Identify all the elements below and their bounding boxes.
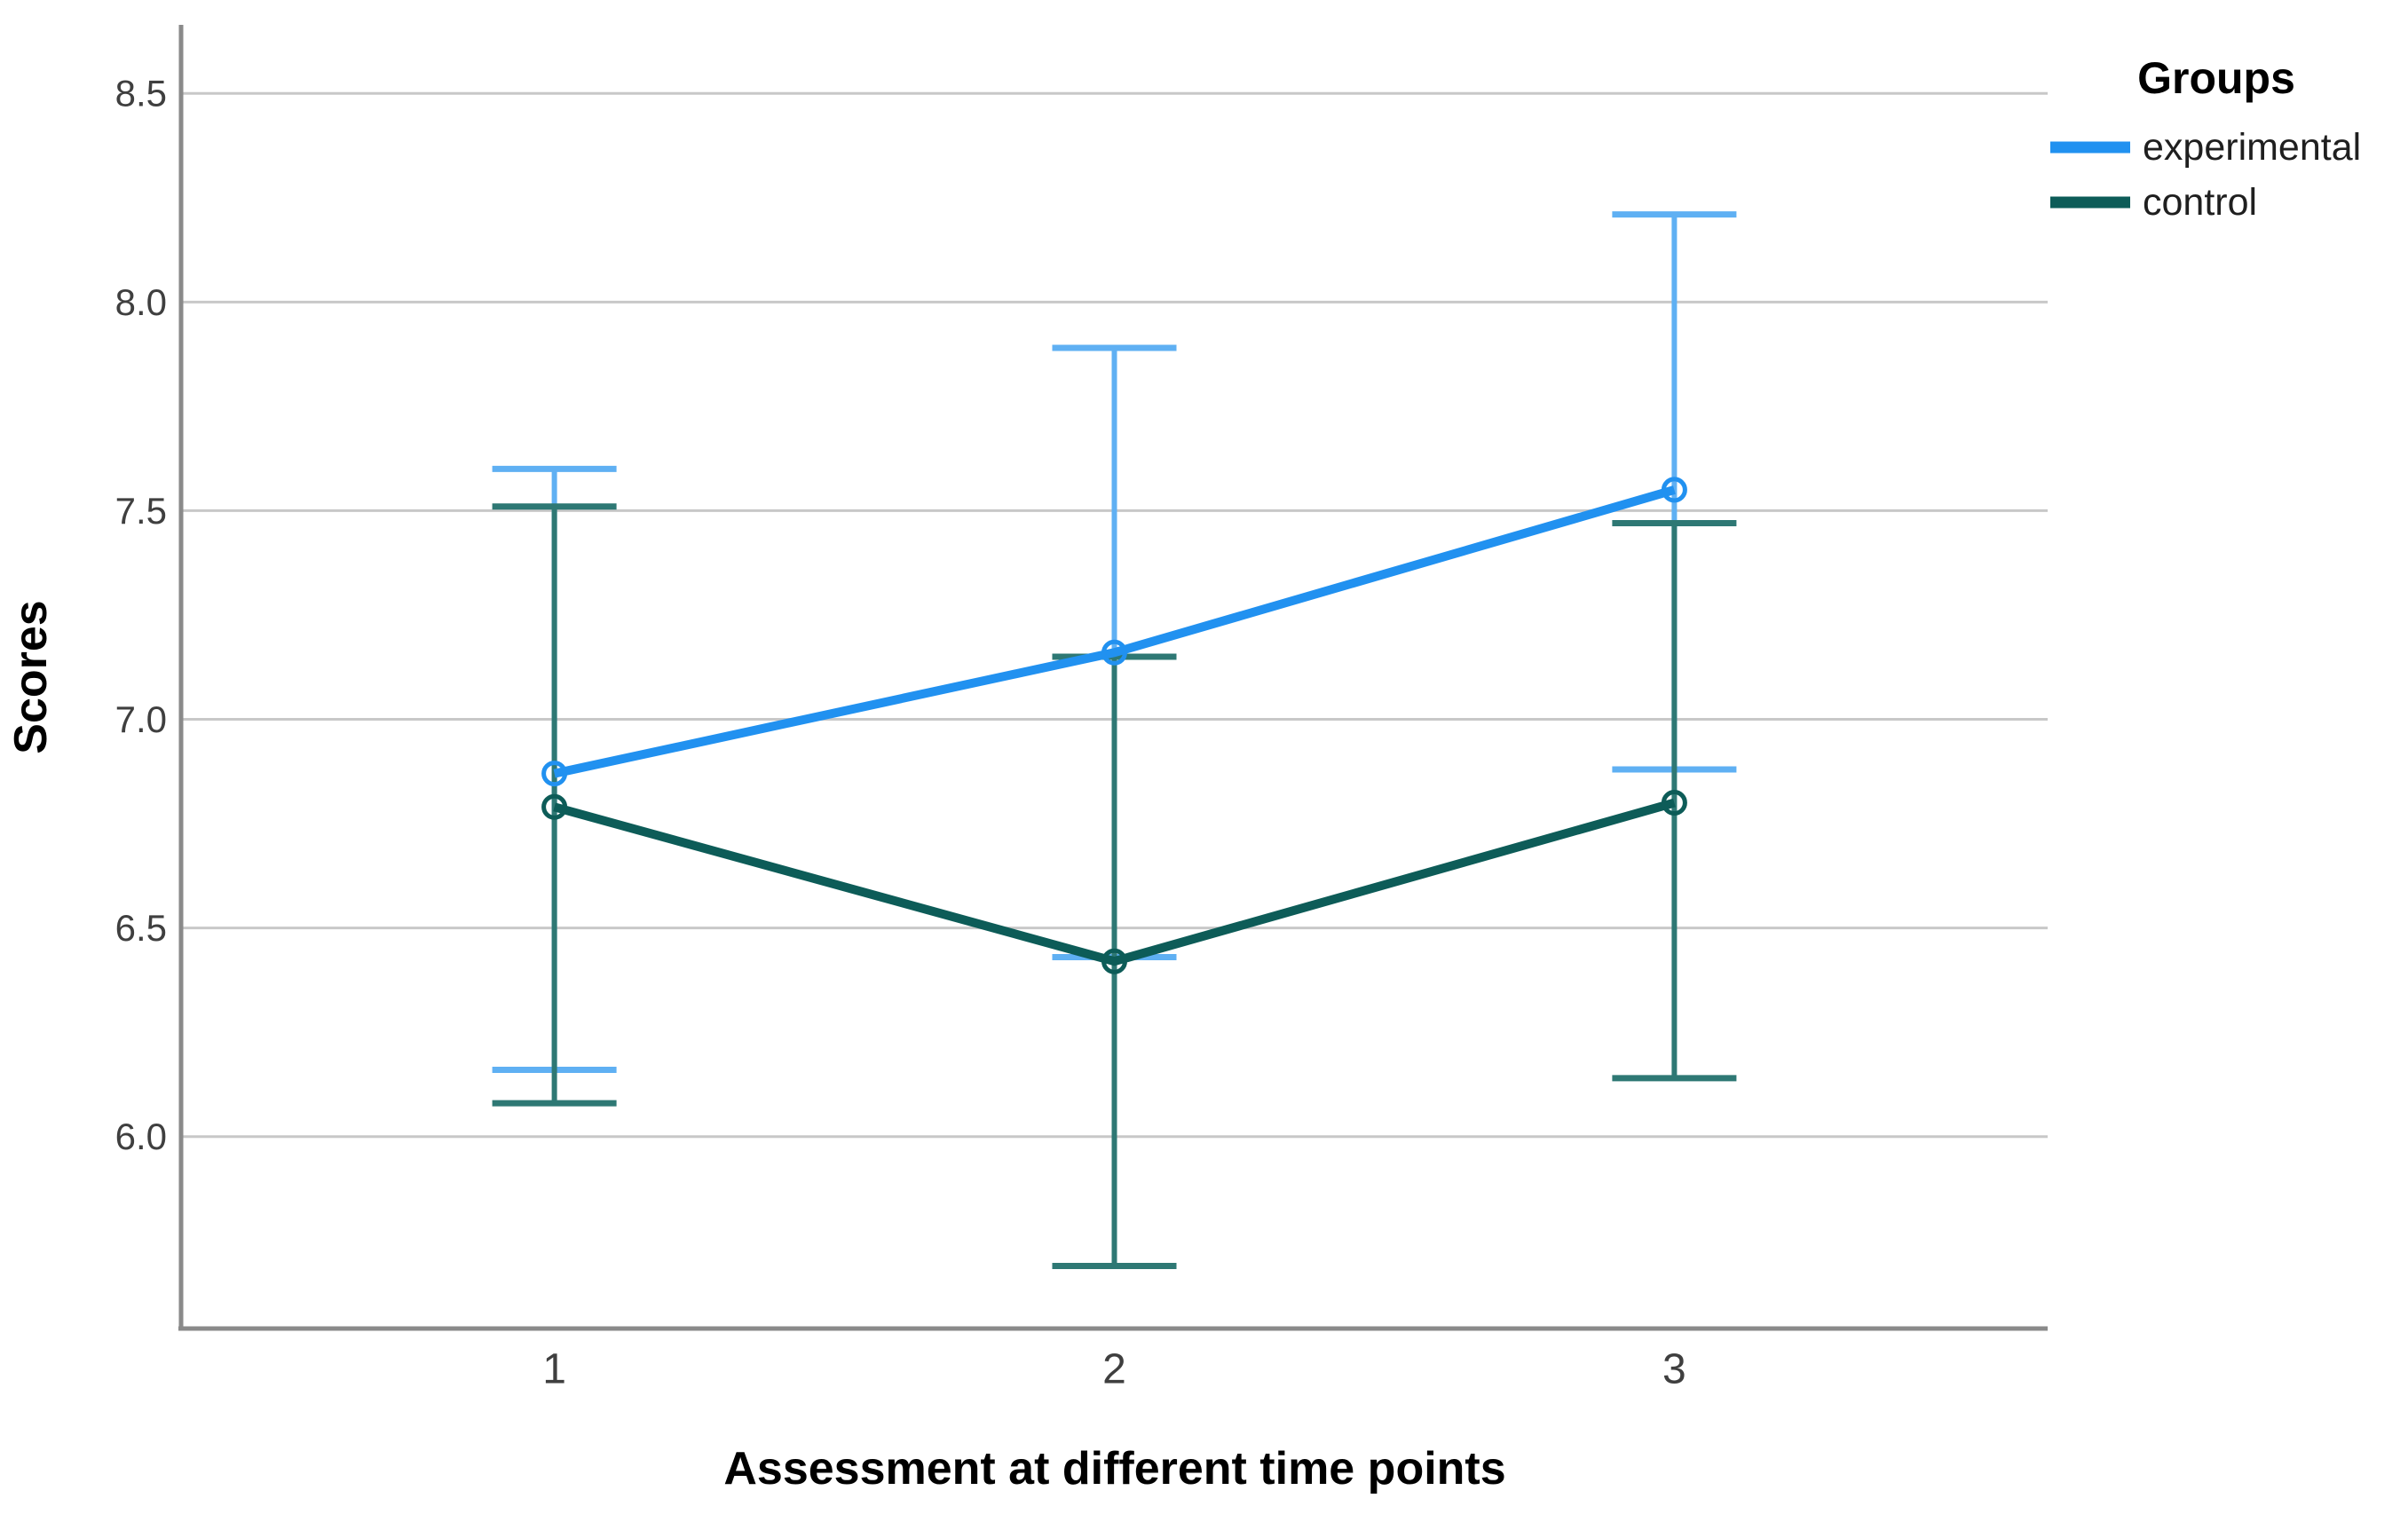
legend-item-label-experimental: experimental bbox=[2143, 126, 2361, 169]
y-tick-label: 7.5 bbox=[115, 490, 167, 532]
y-tick-label: 7.0 bbox=[115, 698, 167, 740]
data-point-marker-experimental bbox=[541, 761, 568, 787]
x-axis-tick-labels: 1 2 3 bbox=[542, 1346, 1686, 1393]
y-axis-tick-labels: 8.5 8.0 7.5 7.0 6.5 6.0 bbox=[115, 73, 167, 1157]
series-line-experimental bbox=[553, 485, 1676, 778]
data-point-marker-control bbox=[1661, 790, 1687, 816]
series-layer bbox=[492, 211, 1737, 1269]
legend-item-label-control: control bbox=[2143, 181, 2257, 224]
x-tick-label: 2 bbox=[1102, 1346, 1126, 1393]
y-tick-label: 6.5 bbox=[115, 907, 167, 949]
y-tick-label: 8.5 bbox=[115, 73, 167, 114]
data-point-marker-experimental bbox=[1101, 639, 1127, 666]
data-point-marker-control bbox=[1101, 948, 1127, 974]
legend-title: Groups bbox=[2137, 53, 2295, 103]
data-point-marker-control bbox=[541, 793, 568, 820]
legend: Groups experimental control bbox=[2050, 53, 2361, 224]
series-line-control bbox=[553, 798, 1676, 966]
x-axis-title: Assessment at different time points bbox=[723, 1443, 1505, 1495]
y-tick-label: 6.0 bbox=[115, 1116, 167, 1157]
legend-items: experimental control bbox=[2050, 126, 2361, 224]
y-axis-title: Scores bbox=[5, 600, 57, 753]
x-tick-label: 1 bbox=[542, 1346, 566, 1393]
data-point-marker-experimental bbox=[1661, 477, 1687, 503]
x-tick-label: 3 bbox=[1662, 1346, 1686, 1393]
y-tick-label: 8.0 bbox=[115, 281, 167, 323]
